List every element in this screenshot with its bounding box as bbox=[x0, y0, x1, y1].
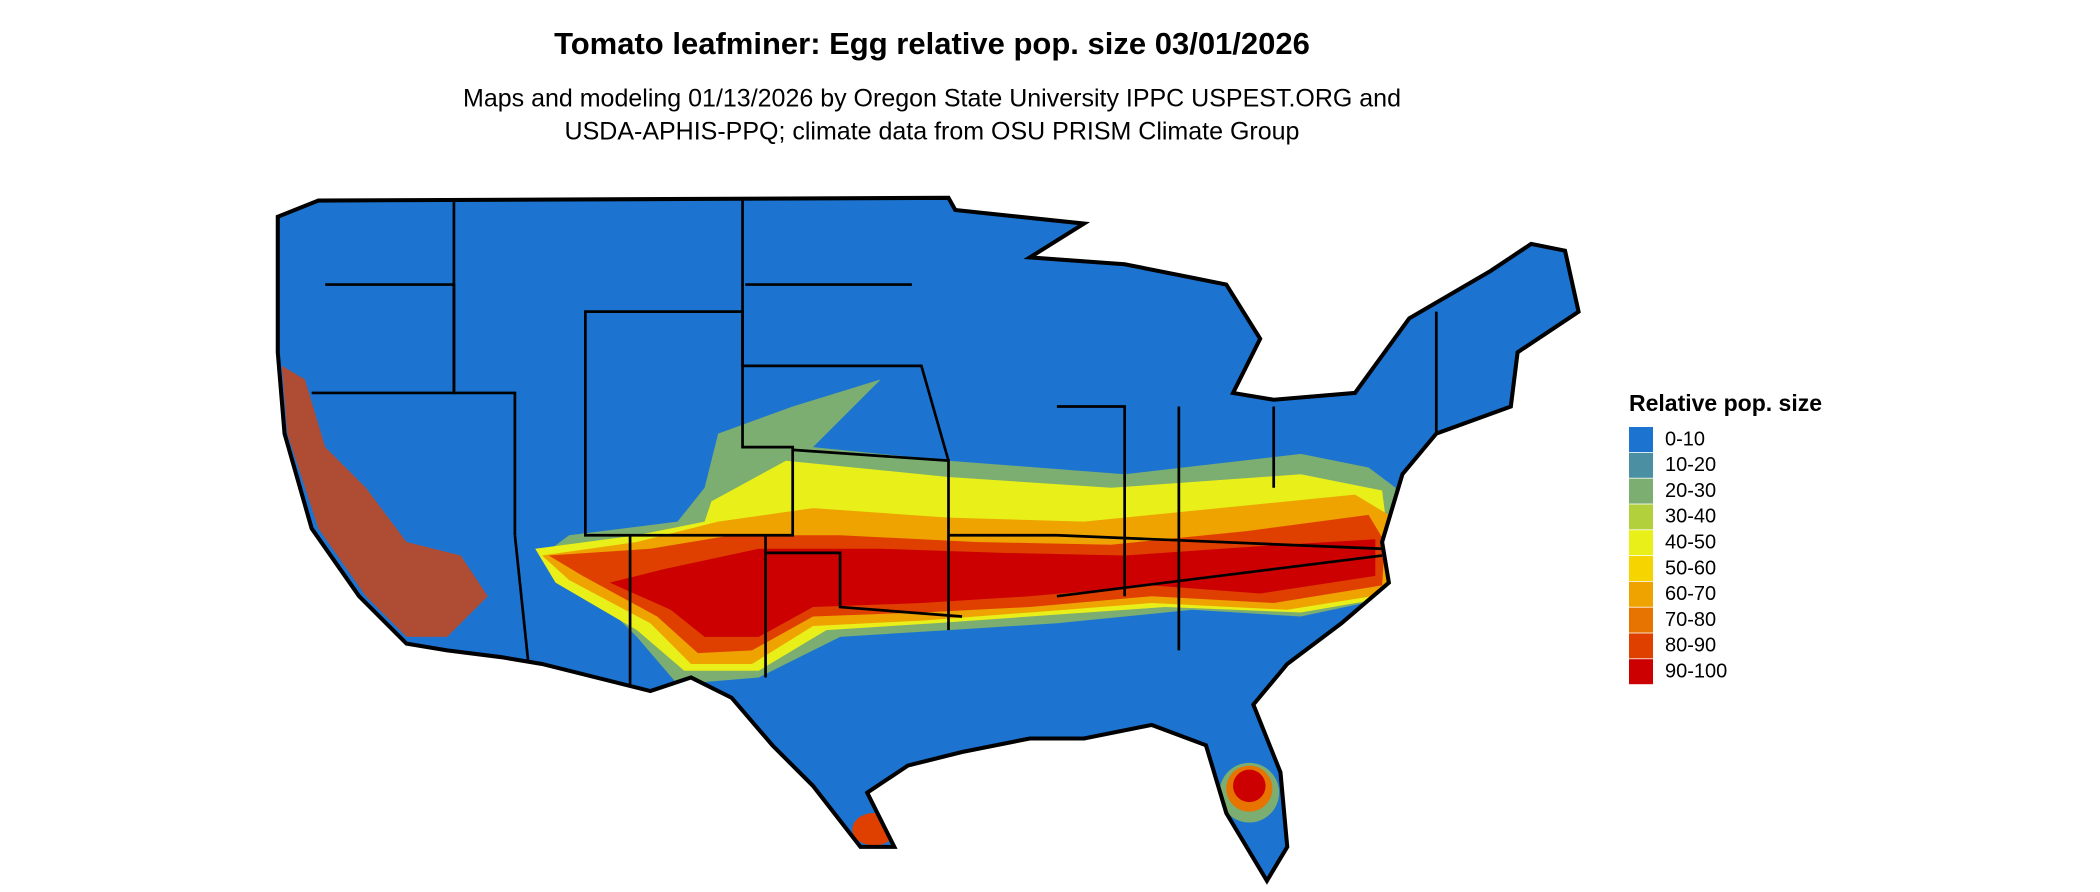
legend-swatch bbox=[1629, 581, 1653, 607]
legend-swatch bbox=[1629, 427, 1653, 452]
legend-swatch bbox=[1629, 607, 1653, 633]
legend-swatch bbox=[1629, 659, 1653, 685]
legend-label: 30-40 bbox=[1665, 506, 1716, 528]
map-subtitle: Maps and modeling 01/13/2026 by Oregon S… bbox=[463, 85, 1401, 113]
legend-swatch bbox=[1629, 556, 1653, 581]
us-map bbox=[257, 176, 1612, 892]
legend-label: 0-10 bbox=[1665, 428, 1705, 450]
legend-label: 50-60 bbox=[1665, 557, 1716, 579]
legend-label: 70-80 bbox=[1665, 609, 1716, 631]
map-title: Tomato leafminer: Egg relative pop. size… bbox=[554, 26, 1310, 61]
legend-label: 90-100 bbox=[1665, 660, 1727, 682]
legend-swatch bbox=[1629, 478, 1653, 504]
legend-label: 10-20 bbox=[1665, 454, 1716, 476]
legend: Relative pop. size 0-10 10-20 20-30 30-40 40… bbox=[1629, 390, 1822, 685]
legend-label: 20-30 bbox=[1665, 480, 1716, 502]
map-subtitle: USDA-APHIS-PPQ; climate data from OSU PR… bbox=[565, 118, 1300, 146]
legend-label: 40-50 bbox=[1665, 531, 1716, 553]
legend-swatch bbox=[1629, 452, 1653, 478]
legend-swatch bbox=[1629, 633, 1653, 659]
legend-swatch bbox=[1629, 504, 1653, 530]
legend-swatch bbox=[1629, 530, 1653, 556]
legend-title: Relative pop. size bbox=[1629, 390, 1822, 416]
legend-label: 60-70 bbox=[1665, 583, 1716, 605]
legend-label: 80-90 bbox=[1665, 635, 1716, 657]
map-fill bbox=[277, 197, 1579, 881]
